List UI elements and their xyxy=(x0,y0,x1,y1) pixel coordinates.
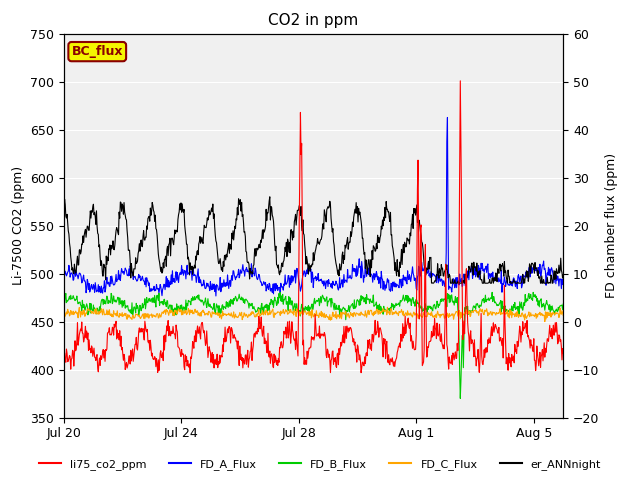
Y-axis label: FD chamber flux (ppm): FD chamber flux (ppm) xyxy=(605,153,618,298)
Text: BC_flux: BC_flux xyxy=(72,45,123,58)
Title: CO2 in ppm: CO2 in ppm xyxy=(268,13,359,28)
Y-axis label: Li-7500 CO2 (ppm): Li-7500 CO2 (ppm) xyxy=(12,166,25,285)
Legend: li75_co2_ppm, FD_A_Flux, FD_B_Flux, FD_C_Flux, er_ANNnight: li75_co2_ppm, FD_A_Flux, FD_B_Flux, FD_C… xyxy=(35,455,605,474)
